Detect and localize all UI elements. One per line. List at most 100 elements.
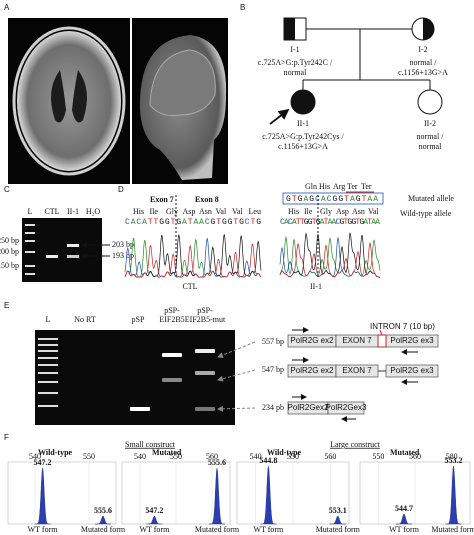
axis-tick-label: 580 (446, 452, 458, 461)
exon-box (327, 401, 365, 415)
exon-label: Exon 8 (195, 195, 219, 204)
peak-label: 544.8 (259, 456, 277, 465)
ladder-band (25, 265, 35, 267)
mri-images (8, 18, 228, 184)
form-label: Mutated form (81, 525, 126, 534)
genotype: normal / (410, 58, 438, 67)
plot-title: Mutated (390, 448, 420, 457)
form-label: WT form (389, 525, 420, 534)
band-size: 557 bp (262, 337, 284, 346)
exon-label: Exon 7 (150, 195, 174, 204)
panel-label: C (4, 185, 10, 194)
sample-label: II-1 (310, 282, 322, 291)
ladder-size: 200 bp (0, 247, 19, 256)
ladder-band (25, 224, 35, 226)
form-label: WT form (28, 525, 59, 534)
female-symbol (417, 89, 443, 115)
individual-id: II-2 (424, 119, 436, 128)
amino-acid: Arg (333, 182, 345, 191)
ladder-band (38, 350, 58, 352)
individual-id: I-2 (418, 45, 427, 54)
ladder-size: 150 bp (0, 261, 19, 270)
lane-label: pSP- (197, 306, 213, 315)
trace (279, 235, 381, 277)
plot-title: Wild-type (38, 448, 73, 457)
band (162, 378, 182, 382)
amino-acid: Val (368, 207, 379, 216)
ventricles (51, 70, 87, 123)
peak (146, 515, 163, 525)
band (195, 371, 215, 375)
exon-label: PolR2Gex2 (288, 403, 329, 412)
axis-tick-label: 560 (206, 452, 218, 461)
peak-label: 553.1 (329, 506, 347, 515)
axis-tick-label: 540 (29, 452, 41, 461)
exon-label: PolR2G ex3 (390, 336, 434, 345)
skull (12, 26, 126, 176)
panel-label: D (118, 185, 124, 194)
ladder-band (38, 338, 58, 340)
lane-label: II-1 (67, 207, 79, 216)
lane-label: EIF2B5-mut (185, 315, 226, 324)
ladder-band (38, 405, 58, 407)
affected-symbol (290, 89, 316, 115)
ladder-size: 250 bp (0, 236, 19, 245)
sequence: GTGAGCACGGTAGTAA (286, 195, 378, 204)
peak (95, 515, 111, 525)
panel-label: E (4, 301, 9, 310)
band (162, 353, 182, 357)
gel (22, 218, 102, 282)
peak-label: 544.7 (395, 504, 413, 513)
panel-label: F (4, 433, 9, 442)
genotype: c.1156+13G>A (398, 68, 448, 77)
pointer (217, 369, 256, 382)
brain-sagittal (149, 49, 216, 116)
peak (209, 467, 225, 525)
individual-id: I-1 (290, 45, 299, 54)
lane-label: CTL (44, 207, 59, 216)
trace (279, 241, 381, 278)
descent-line (302, 29, 431, 90)
peak-label: 553.2 (445, 456, 463, 465)
band (46, 255, 58, 258)
brain-axial (17, 31, 121, 171)
peak (34, 467, 51, 525)
exon-label: EXON 7 (342, 336, 372, 345)
axis-tick-label: 550 (372, 452, 384, 461)
peak (260, 465, 277, 525)
mutated-box (282, 192, 384, 205)
ladder-band (38, 372, 58, 374)
band (67, 244, 79, 247)
axis-tick-label: 550 (83, 452, 95, 461)
lane-label: EIF2B5 (159, 315, 184, 324)
intron-label: INTRON 7 (10 bp) (370, 322, 435, 331)
panel-label: B (240, 3, 245, 12)
genotype: c.725A>G:p.Tyr242C / (258, 58, 333, 67)
amino-acid: Gly (320, 207, 332, 216)
ladder-band (38, 344, 58, 346)
amino-acid: Asp (183, 207, 196, 216)
individual-id: II-1 (297, 119, 309, 128)
peak-label: 555.6 (94, 506, 112, 515)
trace (124, 234, 262, 278)
form-label: WT form (139, 525, 170, 534)
lane-label: H₂O (86, 207, 101, 216)
axis-tick-label: 540 (250, 452, 262, 461)
peak (329, 515, 346, 525)
amino-acid: Asn (199, 207, 212, 216)
group-label: Small construct (125, 440, 176, 449)
allele-label: Wild-type allele (400, 209, 452, 218)
intron-box (377, 334, 387, 348)
form-label: Mutated form (316, 525, 361, 534)
amino-acid: Ile (304, 207, 313, 216)
proband-arrow (269, 108, 290, 125)
exon-label: PolR2Gex3 (326, 403, 367, 412)
lane-label: pSP (132, 315, 145, 324)
ladder-band (25, 232, 35, 234)
band-size: 203 bp (112, 240, 134, 249)
lane-label: L (46, 315, 51, 324)
ladder-band (38, 357, 58, 359)
exon-label: PolR2G ex2 (290, 336, 334, 345)
lane-label: No RT (74, 315, 96, 324)
exon-label: PolR2G ex3 (390, 366, 434, 375)
